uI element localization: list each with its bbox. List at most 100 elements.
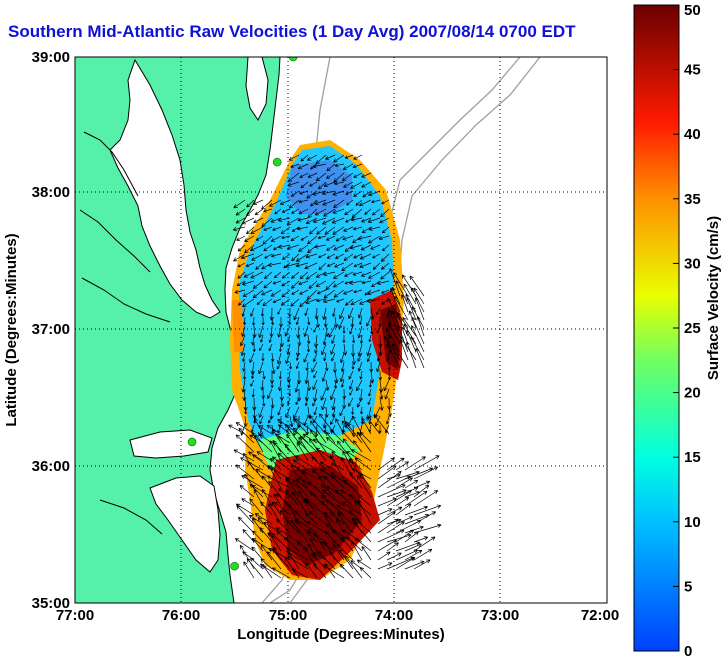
velocity-arrow [344, 208, 354, 216]
velocity-arrow [314, 307, 319, 320]
velocity-arrow [312, 397, 318, 407]
velocity-arrow [386, 542, 399, 552]
albemarle-sound [129, 429, 213, 459]
velocity-arrow [374, 415, 381, 427]
velocity-arrow [367, 397, 372, 405]
velocity-arrow [325, 154, 336, 160]
velocity-arrow [295, 352, 300, 361]
velocity-arrow [304, 397, 309, 407]
velocity-arrow [354, 518, 372, 534]
velocity-arrow [305, 217, 318, 224]
velocity-arrow [356, 397, 363, 408]
velocity-arrow [312, 217, 327, 224]
velocity-arrow [259, 563, 282, 579]
velocity-arrow [237, 244, 246, 252]
velocity-arrow [364, 208, 372, 215]
velocity-arrow [388, 406, 392, 417]
velocity-arrow [320, 388, 327, 401]
velocity-arrow [264, 253, 273, 259]
velocity-arrow [337, 513, 354, 534]
velocity-arrow [307, 543, 318, 561]
velocity-arrow [404, 531, 419, 543]
velocity-arrow [336, 440, 354, 462]
velocity-arrow [409, 275, 425, 297]
velocity-arrow [261, 199, 273, 210]
velocity-arrow [413, 536, 436, 552]
velocity-arrow [298, 208, 309, 215]
velocity-arrow [303, 352, 309, 363]
velocity-arrow [342, 343, 348, 356]
bay-tributary-1 [83, 131, 139, 197]
velocity-arrow [328, 325, 336, 338]
velocity-arrow [314, 424, 319, 438]
velocity-arrow [238, 427, 255, 444]
velocity-arrow [346, 451, 363, 462]
velocity-arrow [272, 456, 291, 471]
velocity-arrow [307, 481, 327, 498]
velocity-arrow [351, 449, 372, 462]
velocity-arrow [357, 343, 363, 357]
velocity-arrow [309, 537, 318, 552]
velocity-arrow [263, 226, 273, 231]
velocity-arrow [254, 513, 273, 525]
velocity-arrow [319, 468, 336, 480]
velocity-arrow [251, 334, 255, 346]
velocity-arrow [259, 343, 264, 351]
velocity-arrow [260, 501, 273, 516]
velocity-arrow [241, 475, 264, 489]
velocity-arrow [267, 388, 273, 399]
velocity-arrow [312, 438, 336, 453]
velocity-arrow [367, 289, 381, 296]
velocity-arrow [368, 226, 381, 231]
velocity-arrow [295, 397, 300, 405]
velocity-arrow [349, 325, 354, 335]
velocity-arrow [372, 253, 381, 259]
velocity-arrow [269, 440, 282, 462]
velocity-arrow [288, 551, 300, 570]
velocity-arrow [410, 336, 425, 361]
velocity-arrow [268, 464, 282, 489]
velocity-arrow [307, 172, 318, 178]
velocity-arrow [359, 199, 372, 207]
velocity-arrow [268, 503, 282, 525]
velocity-arrow [416, 316, 425, 337]
velocity-arrow [290, 280, 300, 289]
velocity-arrow [314, 343, 318, 354]
velocity-arrow [233, 253, 246, 262]
velocity-arrow [305, 562, 318, 579]
velocity-arrow [366, 343, 372, 357]
x-ticks: 77:00 76:00 75:00 74:00 73:00 72:00 [56, 607, 619, 624]
velocity-arrow [268, 343, 273, 352]
velocity-arrow [360, 406, 363, 415]
velocity-arrow [361, 172, 372, 178]
velocity-arrow [242, 529, 255, 543]
velocity-arrow [312, 352, 318, 363]
velocity-arrow [361, 226, 372, 233]
velocity-arrow [357, 235, 372, 241]
velocity-arrow [360, 415, 365, 425]
velocity-arrow [337, 544, 354, 561]
velocity-arrow [237, 271, 246, 279]
velocity-arrow [350, 298, 363, 306]
velocity-arrow [270, 217, 282, 223]
velocity-arrow [404, 479, 419, 489]
velocity-arrow [323, 208, 336, 217]
velocity-arrow [357, 361, 363, 372]
velocity-arrow [377, 518, 399, 534]
colorbar [633, 4, 680, 652]
velocity-arrow [353, 262, 363, 268]
radar-station-marker [187, 437, 197, 447]
velocity-arrow [411, 316, 425, 345]
velocity-arrow [339, 307, 345, 319]
velocity-arrow [349, 280, 363, 285]
velocity-arrow [243, 271, 255, 278]
velocity-arrow [249, 434, 264, 444]
velocity-arrow [366, 416, 381, 435]
velocity-arrow [290, 235, 300, 242]
x-tick-label: 72:00 [581, 607, 619, 624]
velocity-arrow [300, 435, 318, 453]
velocity-arrow [273, 442, 291, 462]
velocity-arrow [342, 325, 346, 334]
velocity-arrow [357, 352, 363, 362]
